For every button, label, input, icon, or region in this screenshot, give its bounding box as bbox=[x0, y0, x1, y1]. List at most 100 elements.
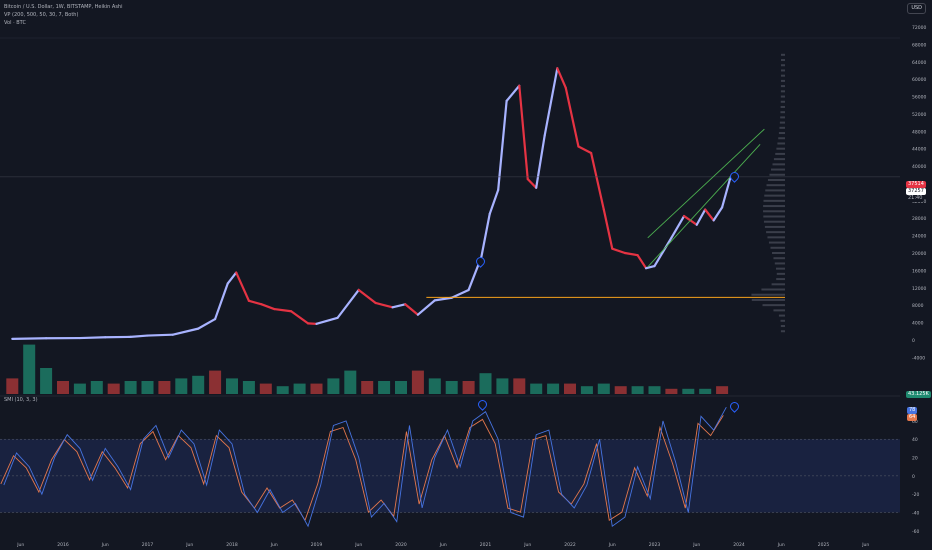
volume-bar bbox=[124, 381, 137, 394]
volume-profile-bar bbox=[780, 111, 785, 114]
smi-tick-label: 60 bbox=[912, 419, 918, 425]
price-tick-label: 12000 bbox=[912, 286, 926, 292]
volume-bar bbox=[648, 386, 661, 394]
price-segment bbox=[720, 175, 732, 209]
volume-profile-bar bbox=[775, 152, 785, 155]
time-tick-label: Jun bbox=[777, 542, 785, 548]
volume-profile-bar bbox=[780, 90, 785, 93]
volume-profile-bar bbox=[763, 210, 785, 213]
price-tick-label: 44000 bbox=[912, 147, 926, 153]
volume-bar bbox=[40, 368, 53, 394]
price-tick-label: 68000 bbox=[912, 42, 926, 48]
volume-bar bbox=[175, 378, 188, 394]
volume-bar bbox=[344, 370, 357, 394]
time-tick-label: Jun bbox=[608, 542, 616, 548]
price-segment bbox=[391, 303, 407, 309]
volume-profile-bar bbox=[780, 59, 785, 62]
smi-tick-label: 40 bbox=[912, 437, 918, 443]
symbol-title[interactable]: Bitcoin / U.S. Dollar, 1W, BITSTAMP, Hei… bbox=[4, 4, 123, 10]
price-segment bbox=[602, 208, 614, 250]
time-tick-label: Jun bbox=[101, 542, 109, 548]
volume-profile-bar bbox=[751, 298, 785, 301]
price-segment bbox=[129, 334, 149, 338]
price-segment bbox=[197, 317, 217, 330]
smi-indicator-label[interactable]: SMI (10, 3, 3) bbox=[4, 397, 38, 403]
price-segment bbox=[611, 247, 627, 255]
price-segment bbox=[704, 208, 715, 222]
price-segment bbox=[564, 86, 580, 148]
price-segment bbox=[623, 251, 639, 257]
volume-profile-bar bbox=[773, 158, 785, 161]
volume-profile-bar bbox=[780, 64, 785, 67]
volume-bar bbox=[107, 383, 120, 394]
price-tick-label: 60000 bbox=[912, 77, 926, 83]
volume-bar bbox=[259, 383, 272, 394]
price-segment bbox=[247, 299, 263, 306]
channel-line bbox=[647, 144, 761, 268]
volume-profile-bar bbox=[773, 257, 785, 260]
volume-profile-bar bbox=[770, 246, 785, 249]
volume-profile-bar bbox=[780, 105, 785, 108]
smi-tick-label: 0 bbox=[912, 474, 915, 480]
volume-profile-bar bbox=[772, 163, 785, 166]
smi-tick-label: -60 bbox=[912, 529, 919, 535]
time-tick-label: 2022 bbox=[564, 542, 576, 548]
volume-bar bbox=[597, 383, 610, 394]
price-segment bbox=[214, 282, 229, 321]
volume-bar bbox=[327, 378, 340, 394]
price-segment bbox=[11, 337, 48, 340]
volume-bar bbox=[513, 378, 526, 394]
price-segment bbox=[505, 84, 521, 102]
price-badge-current: 37514 bbox=[906, 181, 926, 188]
smi-tick-label: 20 bbox=[912, 456, 918, 462]
volume-bar bbox=[547, 383, 560, 394]
time-tick-label: Jun bbox=[439, 542, 447, 548]
main-pane[interactable] bbox=[0, 37, 900, 340]
time-tick-label: 2017 bbox=[142, 542, 154, 548]
price-tick-label: 20000 bbox=[912, 251, 926, 257]
volume-bar bbox=[665, 388, 678, 394]
volume-profile-bar bbox=[751, 293, 785, 296]
smi-main-line bbox=[3, 406, 727, 528]
price-segment bbox=[315, 316, 339, 325]
volume-profile-bar bbox=[765, 189, 785, 192]
price-segment bbox=[518, 84, 529, 181]
volume-profile-bar bbox=[780, 69, 785, 72]
time-tick-label: 2021 bbox=[480, 542, 492, 548]
volume-profile-bar bbox=[769, 173, 785, 176]
price-segment bbox=[450, 288, 470, 299]
volume-bar bbox=[479, 373, 492, 394]
smi-signal-line bbox=[0, 415, 724, 522]
volume-bar bbox=[682, 388, 695, 394]
volume-profile-bar bbox=[776, 147, 785, 150]
volume-bar bbox=[90, 381, 103, 394]
volume-indicator-label[interactable]: Vol · BTC bbox=[4, 20, 26, 26]
volume-bar bbox=[614, 386, 627, 394]
time-tick-label: 2016 bbox=[57, 542, 69, 548]
volume-profile-bar bbox=[768, 241, 785, 244]
volume-bar bbox=[445, 381, 458, 394]
volume-bar bbox=[6, 378, 19, 394]
price-segment bbox=[260, 303, 276, 311]
volume-profile-bar bbox=[780, 319, 785, 322]
currency-button[interactable]: USD bbox=[907, 3, 926, 14]
volume-profile-bar bbox=[766, 231, 785, 234]
volume-profile-bar bbox=[779, 121, 785, 124]
volume-profile-bar bbox=[780, 74, 785, 77]
time-tick-label: Jun bbox=[692, 542, 700, 548]
vp-indicator-label[interactable]: VP (200, 500, 50, 30, 7, Both) bbox=[4, 12, 79, 18]
price-tick-label: 64000 bbox=[912, 60, 926, 66]
price-segment bbox=[526, 178, 538, 189]
price-segment bbox=[695, 208, 707, 226]
price-segment bbox=[374, 301, 394, 309]
volume-profile-bar bbox=[779, 126, 785, 129]
smi-tick-label: -40 bbox=[912, 511, 919, 517]
price-segment bbox=[78, 336, 107, 340]
price-tick-label: 52000 bbox=[912, 112, 926, 118]
price-segment bbox=[543, 67, 559, 137]
smi-pane[interactable] bbox=[0, 406, 900, 528]
time-tick-label: 2024 bbox=[733, 542, 745, 548]
price-segment bbox=[535, 134, 546, 189]
price-tick-label: 8000 bbox=[912, 303, 924, 309]
